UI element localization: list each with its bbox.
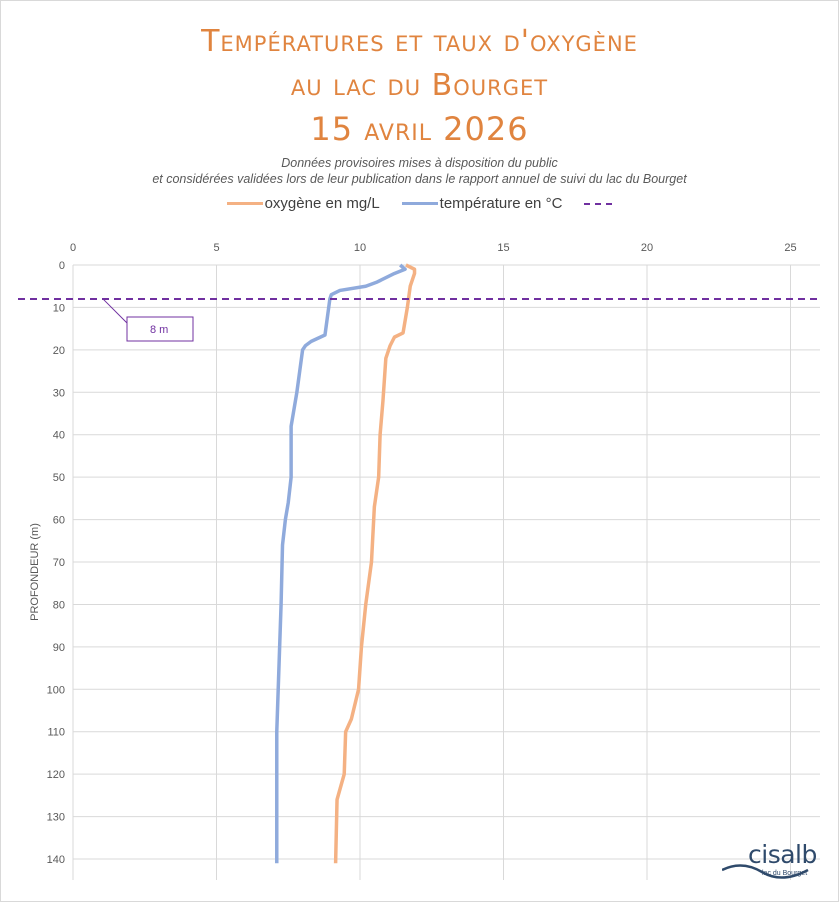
subtitle-line-1: Données provisoires mises à disposition …	[281, 156, 558, 170]
chart-title-line-2: au lac du Bourget	[290, 68, 549, 103]
x-tick-label: 10	[354, 242, 366, 254]
legend-threshold	[584, 195, 613, 212]
y-tick-label: 40	[53, 430, 65, 442]
threshold-label-connector	[102, 298, 128, 324]
oxygen-line	[333, 263, 417, 864]
legend-label-temperature: température en °C	[439, 195, 563, 212]
x-tick-label: 25	[784, 242, 796, 254]
chart-title-line-3: 15 avril 2026	[310, 110, 529, 148]
x-tick-label: 0	[70, 242, 76, 254]
y-tick-label: 20	[53, 345, 65, 357]
cisalb-logo: cisalb lac du Bourget	[722, 840, 822, 882]
temperature-line	[275, 263, 407, 864]
threshold-label: 8 m	[150, 324, 168, 336]
subtitle-line-2: et considérées validées lors de leur pub…	[152, 172, 687, 186]
x-tick-label: 5	[213, 242, 219, 254]
y-tick-label: 30	[53, 387, 65, 399]
y-tick-label: 70	[53, 557, 65, 569]
y-axis-label: PROFONDEUR (m)	[29, 523, 41, 621]
y-tick-label: 80	[53, 599, 65, 611]
legend-oxygen: oxygène en mg/L	[226, 195, 380, 212]
legend-swatch-temperature	[401, 202, 438, 205]
legend-temperature: température en °C	[401, 195, 563, 212]
legend-label-oxygen: oxygène en mg/L	[264, 195, 380, 212]
y-tick-label: 120	[47, 769, 65, 781]
threshold-label-box	[126, 316, 194, 342]
y-tick-label: 130	[47, 812, 65, 824]
legend-swatch-oxygen	[226, 202, 263, 205]
legend: oxygène en mg/L température en °C	[0, 195, 839, 212]
y-tick-label: 50	[53, 472, 65, 484]
x-tick-label: 20	[641, 242, 653, 254]
chart-title-line-1: Températures et taux d'oxygène	[201, 24, 638, 59]
x-tick-label: 15	[497, 242, 509, 254]
y-tick-label: 140	[47, 854, 65, 866]
y-tick-label: 10	[53, 302, 65, 314]
y-tick-label: 0	[59, 260, 65, 272]
y-tick-label: 60	[53, 515, 65, 527]
y-tick-label: 110	[47, 727, 65, 739]
y-tick-label: 90	[53, 642, 65, 654]
y-tick-label: 100	[47, 684, 65, 696]
legend-swatch-threshold	[584, 202, 613, 205]
